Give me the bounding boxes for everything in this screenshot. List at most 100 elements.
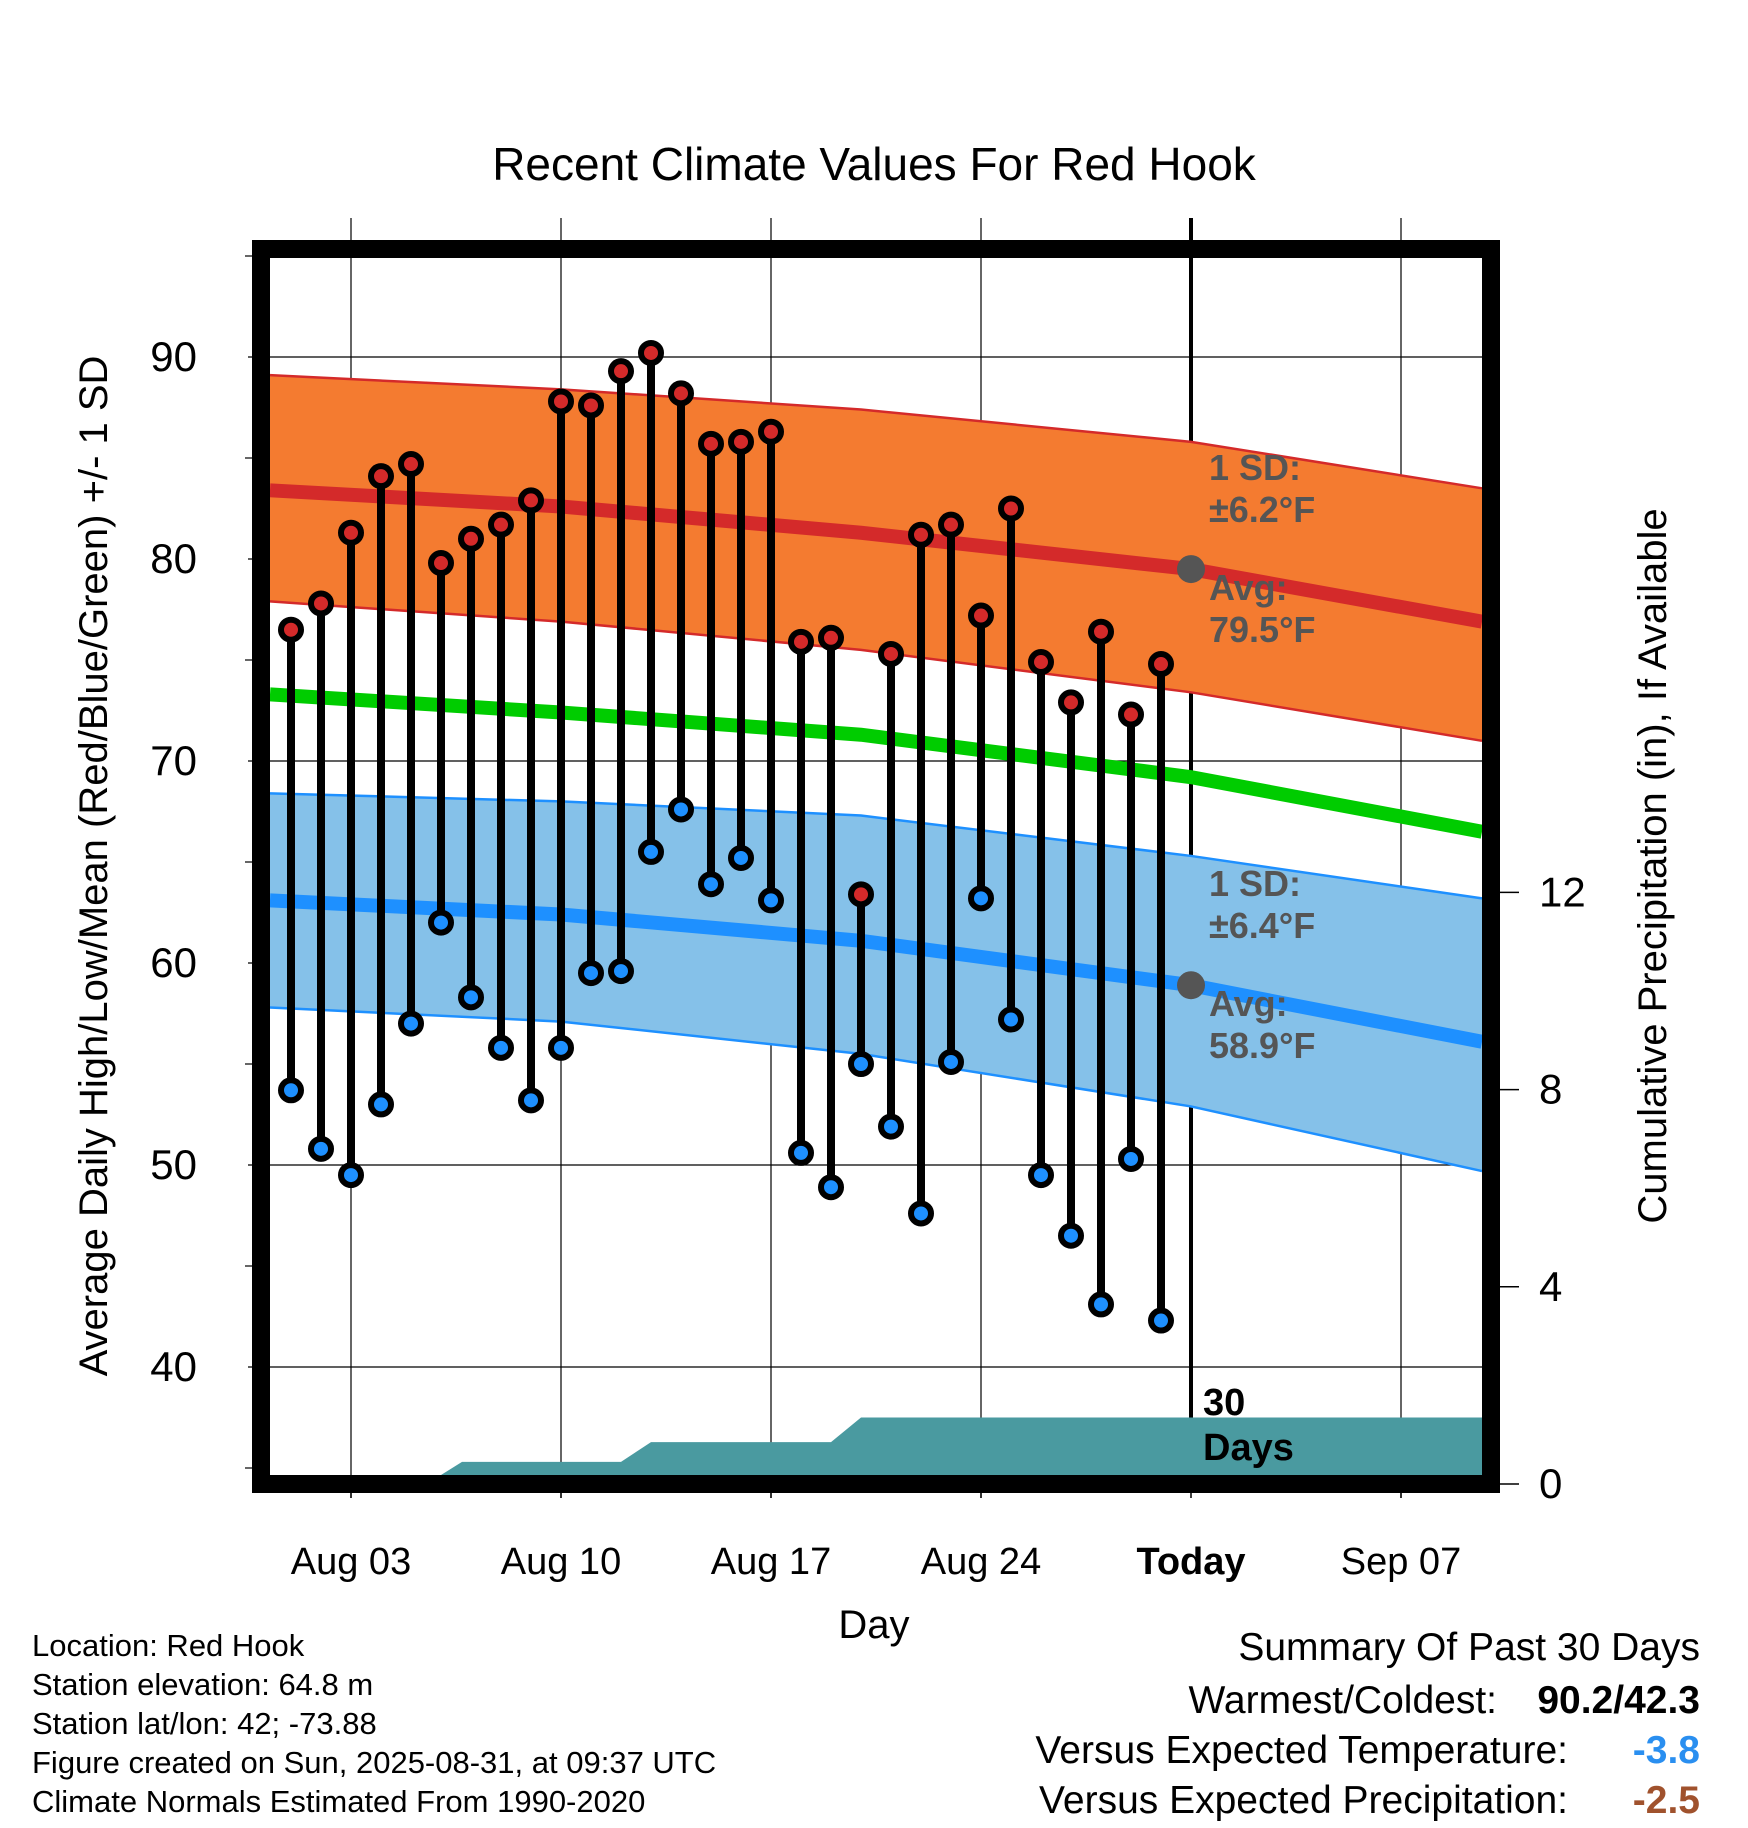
daily-high-marker	[998, 495, 1024, 522]
x-axis-title: Day	[838, 1603, 909, 1647]
daily-high-marker	[488, 511, 514, 538]
chart-title: Recent Climate Values For Red Hook	[492, 138, 1257, 190]
y-tick-label-right: 8	[1539, 1066, 1562, 1113]
y-tick-label-left: 50	[150, 1141, 197, 1188]
precipitation-area	[270, 1417, 1482, 1475]
x-tick-label: Aug 17	[711, 1541, 831, 1583]
summary-panel: Summary Of Past 30 Days Warmest/Coldest:…	[1035, 1626, 1700, 1822]
daily-low-marker	[428, 909, 454, 936]
days-count: 30	[1203, 1382, 1245, 1424]
daily-low-marker	[968, 885, 994, 912]
daily-low-marker	[998, 1006, 1024, 1033]
daily-low-marker	[788, 1139, 814, 1166]
today-high-avg-marker	[1177, 555, 1205, 584]
daily-low-marker	[1028, 1162, 1054, 1189]
low-sd-value: ±6.4°F	[1209, 905, 1315, 946]
daily-low-marker	[368, 1091, 394, 1118]
y-axis-title-right: Cumulative Precipitation (in), If Availa…	[1631, 508, 1675, 1223]
high-sd-label: 1 SD:	[1209, 447, 1301, 488]
temp-label: Versus Expected Temperature:	[1035, 1729, 1568, 1772]
x-tick-label: Aug 03	[291, 1541, 411, 1583]
daily-high-marker	[728, 428, 754, 455]
latlon-text: Station lat/lon: 42; -73.88	[32, 1706, 377, 1741]
low-avg-value: 58.9°F	[1209, 1025, 1315, 1066]
daily-low-marker	[1118, 1145, 1144, 1172]
y-tick-label-right: 0	[1539, 1460, 1562, 1507]
daily-low-marker	[818, 1174, 844, 1201]
elevation-text: Station elevation: 64.8 m	[32, 1667, 373, 1702]
daily-high-marker	[908, 521, 934, 548]
daily-high-marker	[1088, 618, 1114, 645]
high-sd-value: ±6.2°F	[1209, 489, 1315, 530]
normal-mean-line	[269, 687, 1484, 839]
daily-high-marker	[458, 525, 484, 552]
precip-value: -2.5	[1633, 1779, 1700, 1822]
daily-low-marker	[308, 1135, 334, 1162]
daily-low-marker	[1148, 1307, 1174, 1334]
daily-high-marker	[308, 590, 334, 617]
warmest-value: 90.2/42.3	[1537, 1679, 1700, 1722]
daily-low-marker	[278, 1077, 304, 1104]
daily-low-marker	[1088, 1291, 1114, 1318]
precip-label: Versus Expected Precipitation:	[1039, 1779, 1568, 1822]
daily-high-marker	[608, 358, 634, 385]
daily-low-marker	[518, 1087, 544, 1114]
created-text: Figure created on Sun, 2025-08-31, at 09…	[32, 1745, 716, 1780]
x-tick-label: Aug 24	[921, 1541, 1041, 1583]
daily-high-marker	[578, 392, 604, 419]
high-sd-band	[270, 375, 1482, 741]
y-tick-label-right: 12	[1539, 868, 1586, 915]
x-tick-label: Sep 07	[1341, 1541, 1461, 1583]
warmest-label: Warmest/Coldest:	[1189, 1679, 1497, 1722]
daily-low-marker	[698, 871, 724, 898]
daily-high-marker	[548, 388, 574, 415]
plot-frame	[252, 240, 1500, 1493]
daily-low-marker	[638, 838, 664, 865]
daily-low-marker	[878, 1113, 904, 1140]
daily-low-marker	[338, 1162, 364, 1189]
y-tick-label-left: 40	[150, 1343, 197, 1390]
temp-value: -3.8	[1633, 1729, 1700, 1772]
precipitation-fill	[270, 1417, 1482, 1475]
daily-observations	[278, 339, 1205, 1334]
normal-high-line	[269, 483, 1484, 629]
x-tick-label: Aug 10	[501, 1541, 621, 1583]
daily-high-marker	[338, 519, 364, 546]
high-avg-label: Avg:	[1209, 567, 1288, 608]
summary-title: Summary Of Past 30 Days	[1238, 1626, 1700, 1669]
x-tick-label: Today	[1136, 1541, 1245, 1583]
daily-high-marker	[968, 602, 994, 629]
today-low-avg-marker	[1177, 971, 1205, 1000]
daily-high-marker	[698, 430, 724, 457]
daily-low-marker	[488, 1034, 514, 1061]
low-band-upper-edge	[269, 792, 1483, 900]
daily-high-marker	[818, 624, 844, 651]
daily-low-marker	[548, 1034, 574, 1061]
daily-high-marker	[788, 628, 814, 655]
daily-high-marker	[638, 339, 664, 366]
daily-low-marker	[908, 1200, 934, 1227]
y-tick-label-right: 4	[1539, 1263, 1562, 1310]
y-tick-label-left: 90	[150, 333, 197, 380]
high-band-upper-edge	[269, 373, 1483, 490]
low-sd-label: 1 SD:	[1209, 863, 1301, 904]
normals-text: Climate Normals Estimated From 1990-2020	[32, 1784, 645, 1819]
daily-high-marker	[938, 511, 964, 538]
daily-low-marker	[458, 984, 484, 1011]
y-axis-title-left: Average Daily High/Low/Mean (Red/Blue/Gr…	[72, 356, 116, 1377]
high-avg-value: 79.5°F	[1209, 609, 1315, 650]
daily-high-marker	[758, 418, 784, 445]
daily-low-marker	[758, 887, 784, 914]
daily-high-marker	[398, 451, 424, 478]
daily-high-marker	[278, 616, 304, 643]
daily-high-marker	[668, 380, 694, 407]
location-text: Location: Red Hook	[32, 1628, 305, 1663]
daily-low-marker	[728, 844, 754, 871]
daily-high-marker	[1058, 689, 1084, 716]
daily-high-marker	[878, 640, 904, 667]
band-annotations: 1 SD: ±6.2°F Avg: 79.5°F 1 SD: ±6.4°F Av…	[1203, 447, 1315, 1469]
daily-high-marker	[848, 881, 874, 908]
daily-high-marker	[1148, 651, 1174, 678]
daily-low-marker	[938, 1048, 964, 1075]
